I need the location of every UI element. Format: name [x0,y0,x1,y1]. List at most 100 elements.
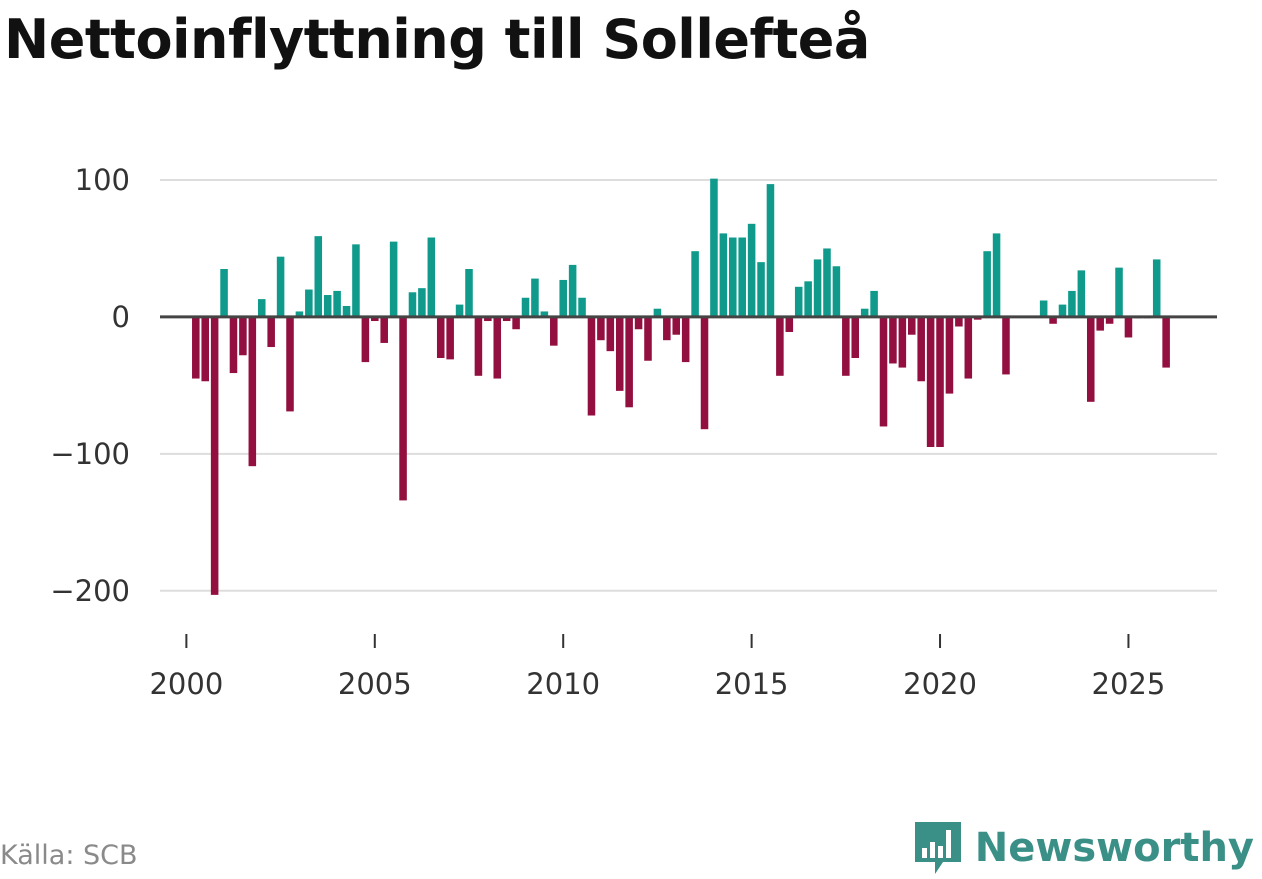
bar [983,251,991,317]
bar [455,304,464,317]
bar [408,292,417,317]
bar [851,316,860,358]
bar [1058,304,1067,317]
x-axis-labels: 2000 2005 2010 2015 2020 2025 [149,667,1165,701]
bar [559,279,567,317]
bar [427,237,436,317]
bar-series [192,178,1170,595]
bar [908,316,916,335]
bar [257,299,266,317]
bar [484,316,492,322]
bar [493,316,502,379]
bar [342,305,351,317]
bar [276,256,285,317]
bar [738,237,746,317]
bar [210,316,219,595]
bar [870,290,878,317]
page-title: Nettoinflyttning till Sollefteå [4,8,870,71]
bar [700,316,709,430]
bar [540,311,549,317]
newsworthy-logo-icon [914,822,961,874]
bar [653,308,662,317]
bar [1105,316,1114,324]
bar [747,223,756,317]
bar [644,316,652,361]
bar [615,316,624,391]
bar [1068,290,1076,317]
bar [531,278,539,317]
bar [323,295,332,317]
bar [719,233,728,317]
bar [380,316,388,343]
bar [201,316,209,382]
bar [587,316,596,416]
newsworthy-brand: Newsworthy [913,818,1254,878]
y-tick-label: −200 [50,574,130,608]
bar [964,316,973,379]
x-tick-label: 2015 [715,667,789,701]
x-axis-ticks [185,634,1130,648]
bar [192,316,200,379]
bar [446,316,454,360]
bar [879,316,888,427]
bar [634,316,643,330]
bar [1152,259,1161,317]
bar [729,237,737,317]
bar [606,316,615,352]
bar [578,297,586,317]
y-axis-labels: 100 0 −100 −200 [50,163,130,608]
bar [371,316,379,322]
bar [672,316,681,335]
y-tick-label: 0 [112,300,130,334]
bar [992,233,1001,317]
y-tick-label: 100 [75,163,130,197]
bar [1077,270,1086,317]
bar [286,316,294,412]
x-tick-label: 2010 [526,667,600,701]
x-tick-label: 2000 [149,667,223,701]
x-tick-label: 2025 [1092,667,1166,701]
bar [239,316,247,356]
bar [220,269,228,317]
bar [1124,316,1133,338]
grid-lines [160,179,1217,592]
bar [710,178,718,317]
bar [1002,316,1010,375]
bar [568,264,577,317]
y-tick-label: −100 [50,437,130,471]
bar [926,316,935,447]
bar [898,316,907,368]
bar [267,316,275,348]
brand-name: Newsworthy [974,825,1254,871]
bar [804,281,812,317]
bar [436,316,445,358]
x-tick-label: 2005 [338,667,412,701]
bar [832,266,841,317]
bar [936,316,944,447]
bar [813,259,822,317]
bar [1096,316,1104,331]
bar [305,289,313,317]
bar [785,316,794,332]
bar [1086,316,1095,402]
x-tick-label: 2020 [903,667,977,701]
bar [945,316,954,394]
bar [352,244,360,317]
bar [766,184,775,317]
bar [502,316,511,322]
bar [1162,316,1170,368]
bar [842,316,850,376]
bar [625,316,633,408]
bar [663,316,671,341]
bar [229,316,238,374]
bar [1115,267,1123,317]
bar [1049,316,1057,324]
bar [521,297,530,317]
bar [399,316,407,501]
bar [823,248,831,317]
bar [955,316,963,327]
bar [333,290,341,317]
bar [550,316,558,346]
bar [295,311,304,317]
